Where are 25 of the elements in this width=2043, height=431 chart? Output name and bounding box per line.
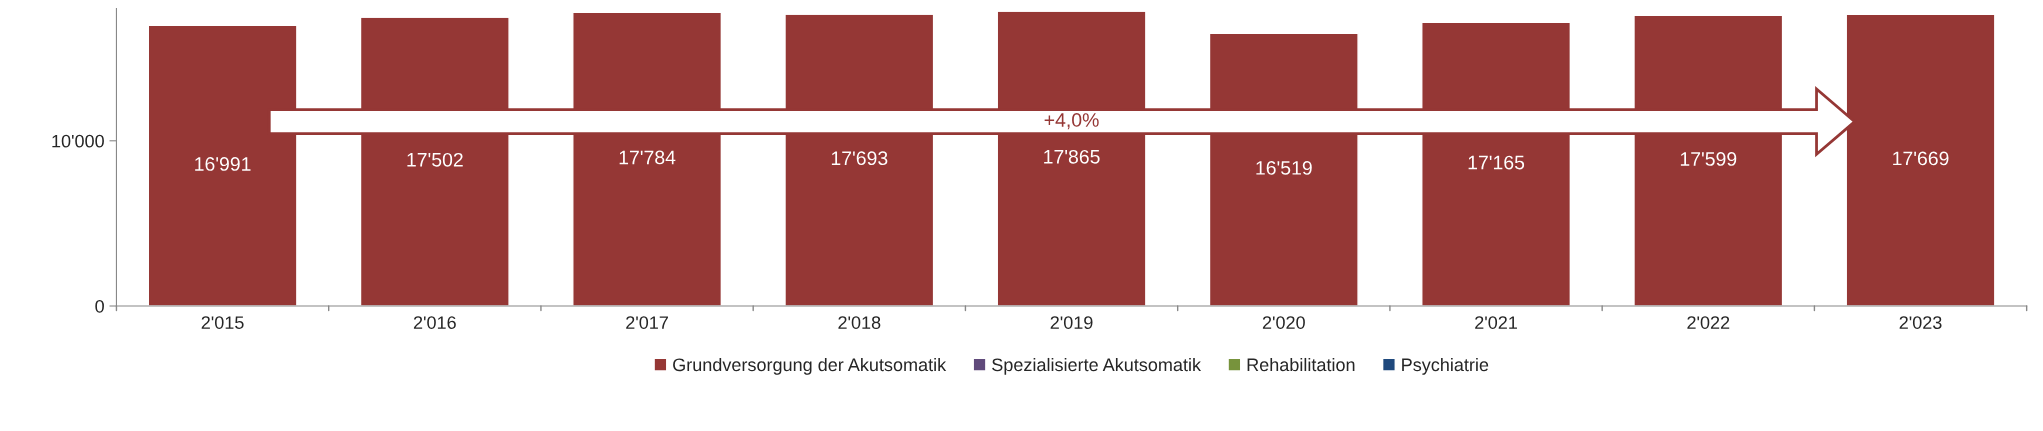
data-label: 17'669 bbox=[1893, 151, 1949, 166]
annotation: +4,0% bbox=[1044, 113, 1099, 130]
data-label: 16'991 bbox=[195, 157, 251, 171]
data-label: 17'865 bbox=[1044, 149, 1100, 164]
data-label: 17'502 bbox=[407, 152, 463, 167]
data-label: 17'599 bbox=[1680, 152, 1737, 166]
x-tick-label: 2'022 bbox=[1687, 316, 1730, 329]
x-tick-label: 2'023 bbox=[1899, 316, 1942, 329]
legend-label: Psychiatrie bbox=[1402, 357, 1489, 375]
x-tick-label: 2'020 bbox=[1262, 316, 1305, 329]
legend-label: Grundversorgung der Akutsomatik bbox=[673, 357, 947, 375]
legend-label: Spezialisierte Akutsomatik bbox=[992, 357, 1202, 375]
x-tick-label: 2'019 bbox=[1050, 316, 1093, 329]
legend-label: Rehabilitation bbox=[1247, 357, 1355, 372]
x-tick-label: 2'017 bbox=[626, 316, 668, 329]
x-tick-label: 2'021 bbox=[1475, 316, 1517, 329]
y-tick-label: 10'000 bbox=[52, 134, 104, 148]
data-label: 17'693 bbox=[831, 151, 888, 166]
x-tick-label: 2'018 bbox=[838, 316, 881, 329]
data-label: 17'165 bbox=[1468, 155, 1525, 170]
data-label: 17'784 bbox=[619, 150, 676, 165]
x-tick-label: 2'015 bbox=[201, 316, 244, 329]
x-tick-label: 2'016 bbox=[413, 316, 456, 329]
data-label: 16'519 bbox=[1256, 161, 1312, 175]
y-tick-label: 0 bbox=[95, 299, 104, 313]
